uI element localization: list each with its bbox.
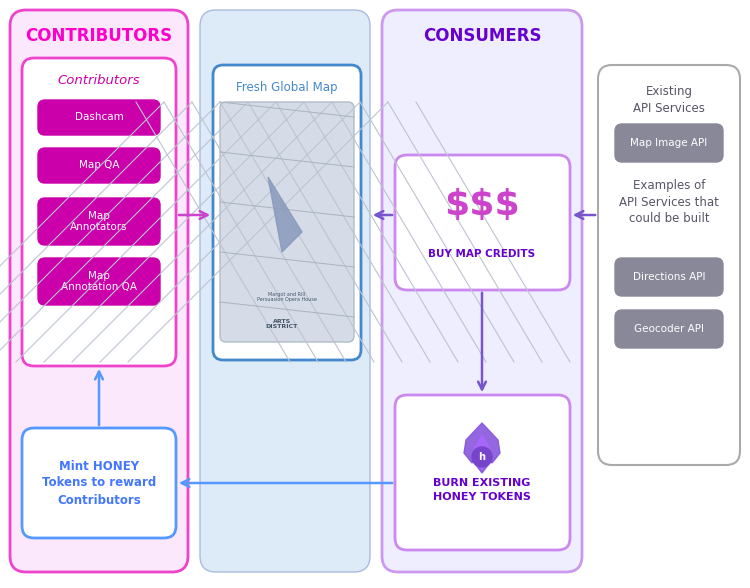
Text: h: h <box>478 452 485 462</box>
Text: Contributors: Contributors <box>58 74 140 86</box>
FancyBboxPatch shape <box>22 58 176 366</box>
FancyBboxPatch shape <box>598 65 740 465</box>
Text: Map
Annotation QA: Map Annotation QA <box>61 270 137 292</box>
Text: Dashcam: Dashcam <box>74 112 123 122</box>
FancyBboxPatch shape <box>38 198 160 245</box>
Polygon shape <box>268 177 302 252</box>
FancyBboxPatch shape <box>395 395 570 550</box>
Text: $$$: $$$ <box>444 188 520 222</box>
Text: BURN EXISTING
HONEY TOKENS: BURN EXISTING HONEY TOKENS <box>433 479 531 502</box>
Text: ARTS
DISTRICT: ARTS DISTRICT <box>266 319 298 329</box>
Text: Examples of
API Services that
could be built: Examples of API Services that could be b… <box>619 179 719 226</box>
FancyBboxPatch shape <box>213 65 361 360</box>
Polygon shape <box>464 423 500 473</box>
FancyBboxPatch shape <box>395 155 570 290</box>
Text: Map
Annotators: Map Annotators <box>70 211 128 232</box>
Text: Directions API: Directions API <box>633 272 705 282</box>
Text: BUY MAP CREDITS: BUY MAP CREDITS <box>428 249 536 259</box>
FancyBboxPatch shape <box>615 124 723 162</box>
Text: CONSUMERS: CONSUMERS <box>423 27 542 45</box>
FancyBboxPatch shape <box>38 258 160 305</box>
Text: Mint HONEY
Tokens to reward
Contributors: Mint HONEY Tokens to reward Contributors <box>42 459 156 506</box>
Text: Existing
API Services: Existing API Services <box>633 85 705 115</box>
FancyBboxPatch shape <box>615 310 723 348</box>
Text: Fresh Global Map: Fresh Global Map <box>236 82 338 95</box>
Text: Geocoder API: Geocoder API <box>634 324 704 334</box>
FancyBboxPatch shape <box>615 258 723 296</box>
FancyBboxPatch shape <box>220 102 354 342</box>
Text: Map Image API: Map Image API <box>630 138 708 148</box>
FancyBboxPatch shape <box>10 10 188 572</box>
Text: Map QA: Map QA <box>79 161 119 171</box>
FancyBboxPatch shape <box>38 148 160 183</box>
Text: CONTRIBUTORS: CONTRIBUTORS <box>26 27 172 45</box>
FancyBboxPatch shape <box>200 10 370 572</box>
FancyBboxPatch shape <box>38 100 160 135</box>
FancyBboxPatch shape <box>382 10 582 572</box>
Circle shape <box>472 447 492 467</box>
Polygon shape <box>474 435 490 469</box>
FancyBboxPatch shape <box>22 428 176 538</box>
Text: Margot and Rill
Persuasion Opera House: Margot and Rill Persuasion Opera House <box>257 292 317 302</box>
